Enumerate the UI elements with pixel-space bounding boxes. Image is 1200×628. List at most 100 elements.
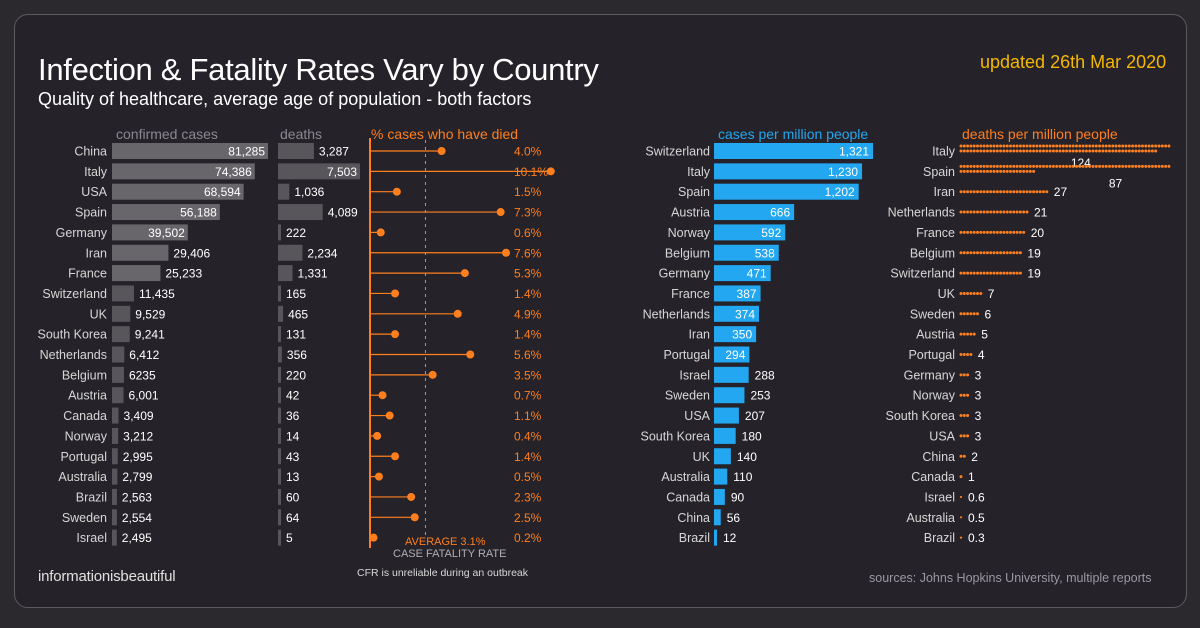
dpm-dot (969, 291, 973, 295)
dpm-dot (992, 144, 996, 148)
dpm-dots-brazil (959, 536, 963, 539)
dpm-dot (1015, 251, 1019, 255)
dpm-dot (1051, 149, 1055, 153)
dpm-dot (1048, 144, 1052, 148)
dpm-dot (966, 312, 970, 316)
dpm-dot (969, 210, 973, 214)
dpm-dot (1005, 230, 1009, 234)
dpm-dot (966, 332, 970, 336)
dpm-value-label-norway: 3 (975, 389, 982, 403)
dpm-dot (962, 251, 966, 255)
dpm-dot (1002, 149, 1006, 153)
dpm-dot (1094, 144, 1098, 148)
dpm-dot (959, 230, 963, 234)
cpm-country-label-usa: USA (684, 409, 710, 423)
dpm-dot (1104, 149, 1108, 153)
cpm-country-label-netherlands: Netherlands (643, 307, 710, 321)
dpm-dot (1141, 164, 1144, 168)
cpm-bar-spain (714, 183, 859, 200)
dpm-dot (1108, 144, 1111, 148)
dpm-dot (1127, 144, 1131, 148)
dpm-dot (1015, 230, 1019, 234)
dpm-dot (985, 190, 989, 194)
dpm-dot (1002, 230, 1006, 234)
dpm-dot (1084, 149, 1088, 153)
dpm-dots-germany (959, 373, 970, 377)
dpm-dot (1018, 230, 1022, 234)
dpm-dot (1025, 190, 1029, 194)
deaths-value-label-canada: 36 (286, 409, 300, 423)
dpm-dot (989, 164, 993, 168)
dpm-dot (999, 230, 1003, 234)
cpm-country-label-italy: Italy (687, 165, 711, 179)
dpm-dot (962, 434, 966, 438)
dpm-dot (1018, 164, 1022, 168)
dpm-dot (1005, 190, 1009, 194)
dpm-dot (1088, 164, 1092, 168)
cfr-dot-germany (376, 228, 385, 237)
deaths-per-million-header: deaths per million people (962, 126, 1118, 142)
dpm-dot (1108, 164, 1111, 168)
dpm-dot (1002, 144, 1006, 148)
dpm-dot (1028, 169, 1032, 173)
dpm-dot (1098, 164, 1102, 168)
cfr-value-label-australia: 0.5% (514, 470, 542, 484)
dpm-dot (979, 251, 983, 255)
cases-bar-belgium (112, 366, 124, 383)
dpm-dot (972, 144, 976, 148)
dpm-dot (959, 434, 963, 438)
cases-bar-spain (112, 204, 220, 221)
cases-country-label-austria: Austria (68, 389, 107, 403)
dpm-dots-uk (959, 291, 983, 295)
dpm-dot (1005, 271, 1009, 275)
dpm-dot (1002, 251, 1006, 255)
dpm-dot (1084, 144, 1088, 148)
dpm-dot (985, 210, 989, 214)
dpm-dot (969, 353, 973, 356)
dpm-dot (1015, 164, 1019, 168)
dpm-dot (1147, 144, 1151, 148)
deaths-bar-germany (278, 224, 281, 241)
cpm-bar-portugal (714, 346, 750, 363)
cases-bar-usa (112, 183, 244, 200)
dpm-dots-sweden (959, 312, 979, 316)
dpm-value-label-switzerland: 19 (1027, 267, 1041, 281)
cases-bar-iran (112, 244, 169, 261)
dpm-dot (979, 230, 983, 234)
dpm-dots-switzerland (959, 271, 1022, 275)
dpm-dot (1028, 149, 1032, 153)
dpm-country-label-spain: Spain (923, 165, 955, 179)
dpm-dot (1022, 169, 1026, 173)
deaths-value-label-norway: 14 (286, 429, 300, 443)
dpm-dot (966, 353, 970, 356)
cpm-country-label-brazil: Brazil (679, 531, 710, 545)
dpm-dot (1144, 144, 1148, 148)
dpm-dot (1045, 149, 1049, 153)
dpm-dot (1124, 164, 1128, 168)
cfr-dot-china (437, 147, 446, 155)
cpm-value-label-switzerland: 1,321 (839, 145, 869, 159)
dpm-dot (1018, 169, 1022, 173)
dpm-dot (1098, 144, 1102, 148)
dpm-dot (1015, 271, 1019, 275)
dpm-dot (979, 144, 983, 148)
dpm-dot (1002, 190, 1006, 194)
deaths-bar-belgium (278, 366, 281, 383)
dpm-dot (1018, 144, 1022, 148)
dpm-dot (976, 291, 979, 295)
dpm-dot (1032, 149, 1036, 153)
cpm-bar-brazil (714, 529, 717, 546)
cases-value-label-netherlands: 6,412 (129, 348, 159, 362)
dpm-dot (1141, 144, 1144, 148)
dpm-dot (959, 169, 963, 173)
cpm-bar-france (714, 285, 761, 302)
dpm-dot (1164, 144, 1168, 148)
dpm-dot (992, 190, 996, 194)
dpm-dot (1002, 169, 1006, 173)
deaths-bar-brazil (278, 488, 281, 505)
dpm-dot (969, 251, 973, 255)
dpm-dot (1058, 164, 1062, 168)
dpm-dot (1101, 164, 1105, 168)
cfr-value-label-iran: 7.6% (514, 246, 542, 260)
cfr-value-label-italy: 10.1% (514, 165, 548, 179)
